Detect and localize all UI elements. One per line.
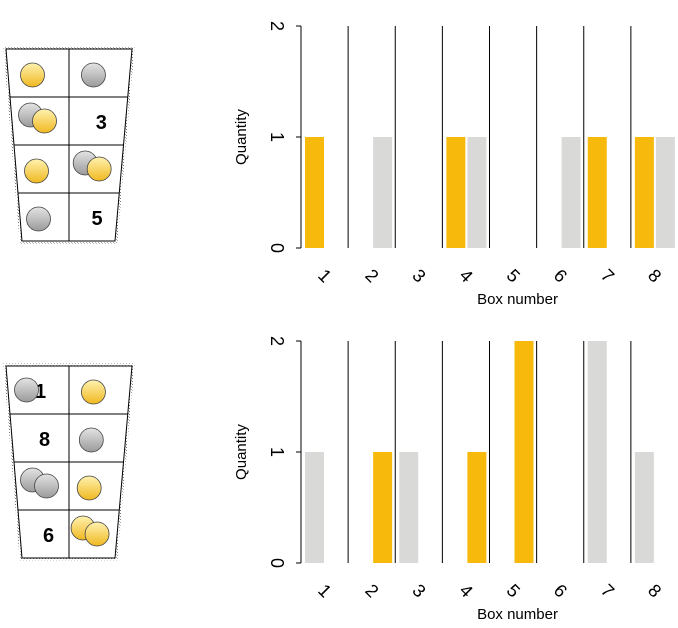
grid-cell: 1 bbox=[14, 377, 46, 403]
y-tick-label: 0 bbox=[267, 243, 287, 253]
yellow-bar-box-7 bbox=[587, 137, 607, 248]
x-tick-label: 1 bbox=[314, 580, 335, 601]
yellow-ball bbox=[32, 108, 57, 134]
yellow-bar-box-8 bbox=[634, 137, 654, 248]
x-tick-label: 3 bbox=[408, 265, 429, 286]
y-axis-label: Quantity bbox=[233, 424, 250, 480]
x-tick-label: 7 bbox=[597, 265, 618, 286]
x-tick-label: 7 bbox=[597, 580, 618, 601]
yellow-bar-box-5 bbox=[514, 341, 534, 563]
yellow-ball bbox=[24, 158, 49, 184]
cell-number: 1 bbox=[35, 381, 46, 403]
grid-cell bbox=[72, 150, 112, 182]
box-grid: 35 bbox=[3, 46, 135, 244]
yellow-bar-box-4 bbox=[446, 137, 466, 248]
yellow-ball bbox=[81, 379, 106, 405]
x-tick-label: 3 bbox=[408, 580, 429, 601]
grid-cell bbox=[76, 475, 102, 501]
yellow-ball bbox=[84, 521, 110, 547]
grid-cell: 5 bbox=[92, 208, 103, 230]
x-tick-label: 2 bbox=[361, 265, 382, 286]
gray-bar-box-3 bbox=[399, 452, 419, 563]
grid-cell bbox=[26, 206, 51, 232]
grid-cell bbox=[81, 62, 106, 88]
gray-ball bbox=[81, 62, 106, 88]
y-tick-label: 1 bbox=[267, 132, 287, 142]
gray-ball bbox=[26, 206, 51, 232]
gray-bar-box-4 bbox=[467, 137, 487, 248]
x-tick-label: 4 bbox=[456, 580, 477, 601]
gray-bar-box-1 bbox=[305, 452, 324, 563]
yellow-bar-box-1 bbox=[305, 137, 324, 248]
y-tick-label: 0 bbox=[267, 558, 287, 568]
grid-cell: 6 bbox=[43, 525, 54, 547]
x-tick-label: 6 bbox=[550, 265, 571, 286]
grid-cell bbox=[78, 427, 104, 453]
cell-number: 6 bbox=[43, 525, 54, 547]
x-tick-label: 5 bbox=[503, 265, 524, 286]
gray-ball bbox=[14, 377, 39, 403]
yellow-bar-box-2 bbox=[373, 452, 393, 563]
gray-ball bbox=[78, 427, 104, 453]
grid-cell bbox=[20, 467, 59, 499]
x-tick-label: 8 bbox=[644, 265, 665, 286]
yellow-ball bbox=[76, 475, 102, 501]
panel-bottom: 1 8 6 0 1 2 1 2 3 4 5 6 7 8 Box number Quantity bbox=[3, 336, 665, 623]
cell-number: 5 bbox=[92, 208, 103, 230]
y-axis-label: Quantity bbox=[233, 109, 250, 165]
gray-bar-box-8 bbox=[634, 452, 654, 563]
x-tick-label: 4 bbox=[456, 265, 477, 286]
grid-cell bbox=[24, 158, 49, 184]
y-tick-label: 1 bbox=[267, 447, 287, 457]
yellow-ball bbox=[86, 156, 112, 182]
yellow-bar-box-4 bbox=[467, 452, 487, 563]
cell-number: 3 bbox=[96, 112, 107, 134]
x-axis-label: Box number bbox=[477, 291, 558, 308]
y-tick-label: 2 bbox=[267, 21, 287, 31]
x-tick-label: 1 bbox=[314, 265, 335, 286]
x-tick-label: 6 bbox=[550, 580, 571, 601]
gray-bar-box-6 bbox=[561, 137, 581, 248]
x-axis-label: Box number bbox=[477, 606, 558, 623]
bar-chart: 0 1 2 1 2 3 4 5 6 7 8 Box number Quantity bbox=[233, 336, 665, 623]
grid-cell bbox=[70, 515, 110, 547]
grid-cell bbox=[20, 62, 45, 88]
grid-cell: 3 bbox=[96, 112, 107, 134]
cell-number: 8 bbox=[39, 429, 50, 451]
x-tick-label: 2 bbox=[361, 580, 382, 601]
box-grid: 1 8 6 bbox=[3, 363, 135, 561]
grid-cell bbox=[81, 379, 106, 405]
x-tick-label: 8 bbox=[644, 580, 665, 601]
grid-cell bbox=[18, 102, 57, 134]
gray-bar-box-8 bbox=[655, 137, 675, 248]
yellow-ball bbox=[20, 62, 45, 88]
gray-ball bbox=[34, 473, 59, 499]
gray-bar-box-2 bbox=[373, 137, 393, 248]
y-tick-label: 2 bbox=[267, 336, 287, 346]
bar-chart: 0 1 2 1 2 3 4 5 6 7 8 Box number Quantity bbox=[233, 21, 675, 308]
gray-bar-box-7 bbox=[587, 341, 607, 563]
grid-cell: 8 bbox=[39, 429, 50, 451]
x-tick-label: 5 bbox=[503, 580, 524, 601]
